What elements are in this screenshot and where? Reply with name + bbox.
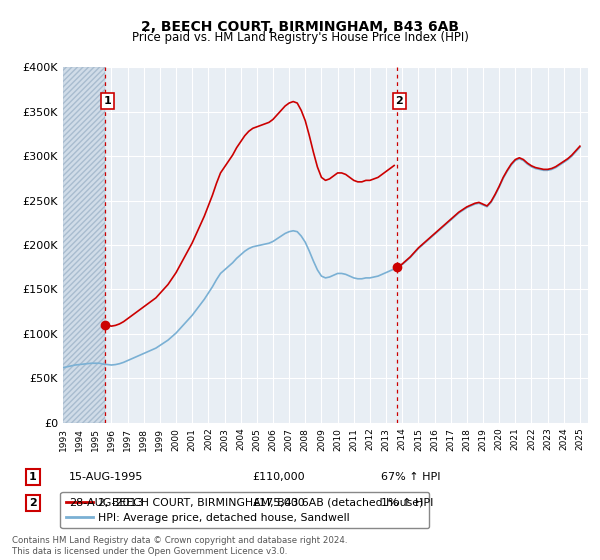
Text: 67% ↑ HPI: 67% ↑ HPI: [381, 472, 440, 482]
Text: 2: 2: [395, 96, 403, 106]
Text: Price paid vs. HM Land Registry's House Price Index (HPI): Price paid vs. HM Land Registry's House …: [131, 31, 469, 44]
Text: Contains HM Land Registry data © Crown copyright and database right 2024.
This d: Contains HM Land Registry data © Crown c…: [12, 536, 347, 556]
Text: 2: 2: [29, 498, 37, 508]
Text: £175,000: £175,000: [252, 498, 305, 508]
Text: 28-AUG-2013: 28-AUG-2013: [69, 498, 143, 508]
Text: 1: 1: [29, 472, 37, 482]
Text: 15-AUG-1995: 15-AUG-1995: [69, 472, 143, 482]
Text: 1: 1: [104, 96, 112, 106]
Bar: [63, 67, 106, 423]
Text: 1% ↑ HPI: 1% ↑ HPI: [381, 498, 433, 508]
Legend: 2, BEECH COURT, BIRMINGHAM, B43 6AB (detached house), HPI: Average price, detach: 2, BEECH COURT, BIRMINGHAM, B43 6AB (det…: [61, 492, 429, 529]
Text: 2, BEECH COURT, BIRMINGHAM, B43 6AB: 2, BEECH COURT, BIRMINGHAM, B43 6AB: [141, 20, 459, 34]
Text: £110,000: £110,000: [252, 472, 305, 482]
